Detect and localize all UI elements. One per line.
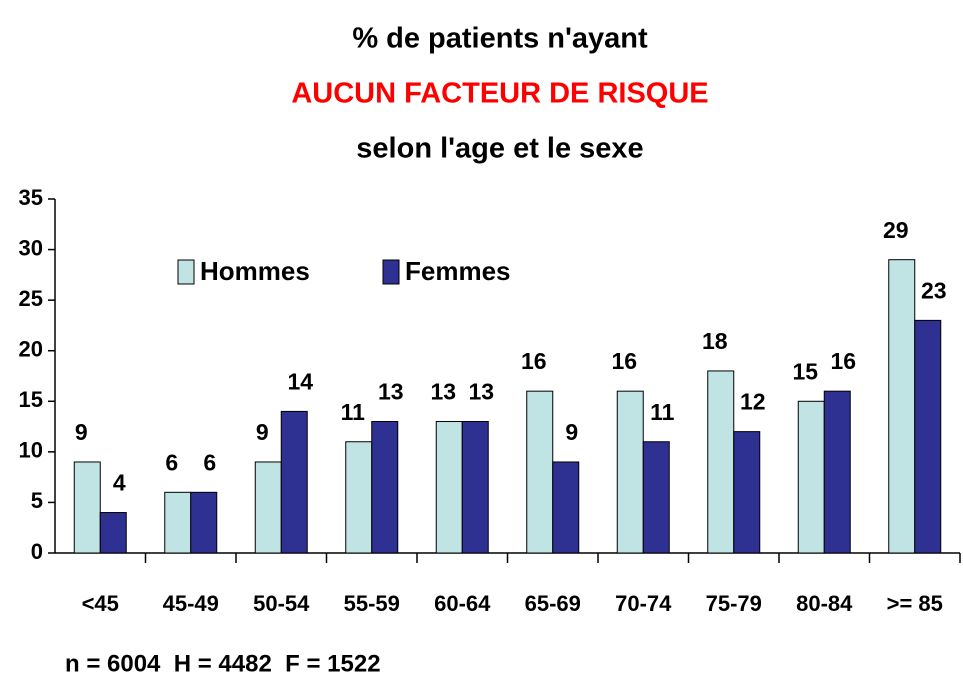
data-label: 16 bbox=[521, 348, 547, 374]
data-label: 16 bbox=[611, 348, 637, 374]
x-tick-label: <45 bbox=[82, 591, 119, 616]
legend-label: Hommes bbox=[200, 256, 310, 286]
y-tick-label: 30 bbox=[19, 235, 43, 260]
bar bbox=[707, 370, 735, 554]
data-label: 23 bbox=[921, 277, 947, 303]
x-tick-label: 80-84 bbox=[796, 591, 853, 616]
y-tick-label: 5 bbox=[31, 488, 43, 513]
data-label: 6 bbox=[165, 449, 178, 475]
data-label: 13 bbox=[468, 379, 494, 405]
x-tick-label: 75-79 bbox=[706, 591, 762, 616]
data-label: 9 bbox=[565, 419, 578, 445]
data-label: 4 bbox=[113, 470, 126, 496]
data-label: 18 bbox=[702, 328, 728, 354]
chart-title: selon l'age et le sexe bbox=[356, 133, 643, 165]
chart-title: % de patients n'ayant bbox=[352, 23, 648, 55]
data-label: 6 bbox=[203, 449, 216, 475]
y-tick-label: 15 bbox=[19, 387, 43, 412]
x-tick-label: 70-74 bbox=[615, 591, 672, 616]
legend-label: Femmes bbox=[405, 256, 511, 286]
x-tick-label: 50-54 bbox=[253, 591, 310, 616]
x-tick-label: 45-49 bbox=[163, 591, 219, 616]
x-tick-label: 65-69 bbox=[525, 591, 581, 616]
data-label: 9 bbox=[75, 419, 88, 445]
bar bbox=[823, 390, 851, 554]
bar bbox=[280, 410, 308, 554]
data-label: 13 bbox=[430, 379, 456, 405]
data-label: 13 bbox=[378, 379, 404, 405]
bar bbox=[616, 390, 644, 554]
bar bbox=[99, 512, 127, 554]
bar bbox=[190, 491, 218, 554]
bar bbox=[164, 491, 192, 554]
data-label: 15 bbox=[792, 358, 818, 384]
bar bbox=[888, 259, 916, 554]
y-tick-label: 0 bbox=[31, 539, 43, 564]
bar bbox=[435, 421, 463, 554]
y-tick-label: 35 bbox=[19, 185, 43, 210]
data-label: 11 bbox=[650, 399, 675, 425]
data-label: 9 bbox=[256, 419, 269, 445]
bar bbox=[526, 390, 554, 554]
bar bbox=[371, 421, 399, 554]
bar bbox=[73, 461, 101, 554]
footnote: n = 6004 H = 4482 F = 1522 bbox=[65, 650, 381, 677]
legend-swatch bbox=[382, 259, 400, 285]
data-label: 11 bbox=[341, 399, 366, 425]
data-label: 12 bbox=[740, 389, 766, 415]
y-tick-label: 10 bbox=[19, 438, 43, 463]
bar bbox=[642, 441, 670, 554]
data-label: 29 bbox=[883, 217, 909, 243]
bar bbox=[254, 461, 282, 554]
data-label: 14 bbox=[287, 368, 313, 394]
x-tick-label: >= 85 bbox=[887, 591, 943, 616]
data-label: 16 bbox=[830, 348, 856, 374]
bar bbox=[345, 441, 373, 554]
x-tick-label: 60-64 bbox=[434, 591, 491, 616]
y-tick-label: 20 bbox=[19, 337, 43, 362]
bar bbox=[914, 319, 942, 554]
y-tick-label: 25 bbox=[19, 286, 43, 311]
bar bbox=[461, 421, 489, 554]
bar bbox=[552, 461, 580, 554]
legend-swatch bbox=[177, 259, 195, 285]
chart-title: AUCUN FACTEUR DE RISQUE bbox=[291, 78, 708, 110]
bar bbox=[733, 431, 761, 554]
x-tick-label: 55-59 bbox=[344, 591, 400, 616]
bar bbox=[797, 400, 825, 554]
